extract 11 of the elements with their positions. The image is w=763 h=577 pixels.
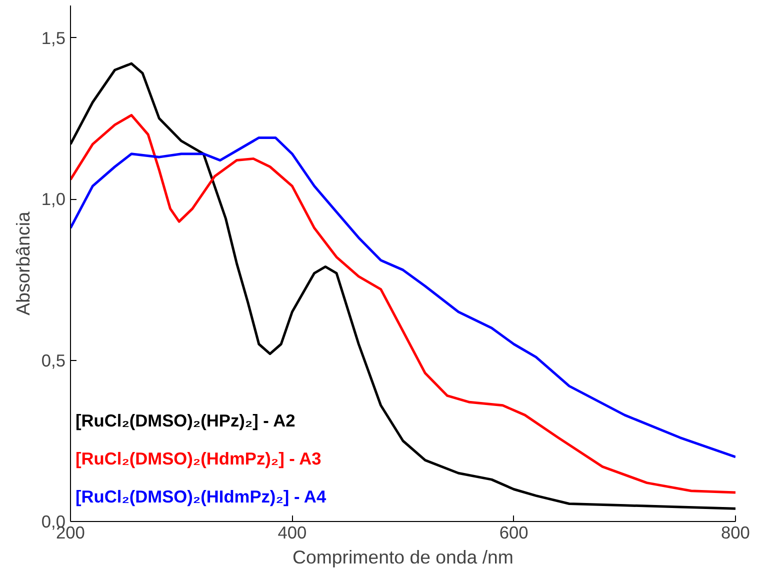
y-tick-label: 1,5 (41, 28, 66, 48)
y-tick-label: 0,5 (41, 350, 66, 370)
text: [RuCl₂(DMSO)₂(HPz)₂] - A2 (76, 410, 296, 430)
x-tick-label: 400 (278, 522, 307, 542)
x-tick-label: 600 (499, 522, 528, 542)
y-tick-label: 1,0 (41, 189, 66, 209)
text: [RuCl₂(DMSO)₂(HIdmPz)₂] - A4 (76, 486, 326, 506)
x-axis-title: Comprimento de onda /nm (292, 546, 514, 568)
text: [RuCl₂(DMSO)₂(HdmPz)₂] - A3 (76, 448, 322, 468)
x-tick-label: 800 (721, 522, 750, 542)
y-axis-title: Absorbância (12, 211, 34, 316)
